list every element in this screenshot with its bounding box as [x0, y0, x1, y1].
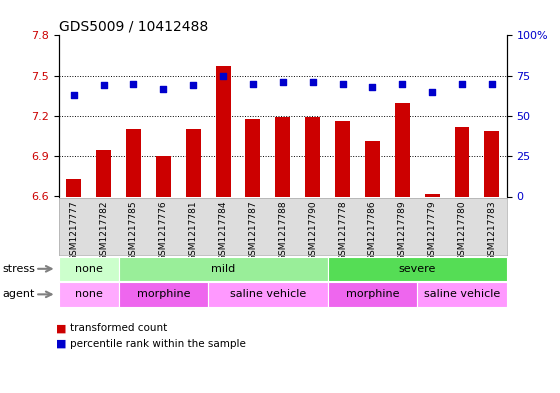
Point	[398, 81, 407, 87]
Text: agent: agent	[3, 289, 35, 299]
Text: morphine: morphine	[137, 289, 190, 299]
Bar	[119, 282, 208, 307]
Bar	[455, 127, 469, 196]
Bar	[328, 282, 417, 307]
Bar	[156, 156, 171, 196]
Text: GSM1217786: GSM1217786	[368, 200, 377, 261]
Bar	[208, 282, 328, 307]
Text: GSM1217784: GSM1217784	[218, 200, 227, 261]
Point	[99, 82, 108, 88]
Bar	[417, 282, 507, 307]
Bar	[305, 117, 320, 196]
Bar	[216, 66, 231, 196]
Text: GSM1217778: GSM1217778	[338, 200, 347, 261]
Point	[487, 81, 496, 87]
Text: none: none	[74, 264, 102, 274]
Bar	[395, 103, 410, 196]
Text: morphine: morphine	[346, 289, 399, 299]
Point	[368, 84, 377, 90]
Point	[278, 79, 287, 85]
Text: GSM1217785: GSM1217785	[129, 200, 138, 261]
Bar	[119, 257, 328, 281]
Text: saline vehicle: saline vehicle	[424, 289, 500, 299]
Bar	[328, 257, 507, 281]
Bar	[66, 179, 81, 196]
Point	[69, 92, 78, 98]
Text: severe: severe	[399, 264, 436, 274]
Text: mild: mild	[211, 264, 235, 274]
Text: ■: ■	[56, 339, 67, 349]
Point	[189, 82, 198, 88]
Bar	[335, 121, 350, 196]
Text: GSM1217790: GSM1217790	[308, 200, 317, 261]
Text: stress: stress	[3, 264, 36, 274]
Text: GSM1217782: GSM1217782	[99, 200, 108, 261]
Point	[129, 81, 138, 87]
Bar	[484, 131, 500, 196]
Bar	[186, 129, 200, 196]
Bar	[59, 257, 119, 281]
Text: GSM1217781: GSM1217781	[189, 200, 198, 261]
Text: GSM1217780: GSM1217780	[458, 200, 466, 261]
Bar	[96, 149, 111, 196]
Text: GSM1217779: GSM1217779	[428, 200, 437, 261]
Point	[218, 72, 227, 79]
Bar	[365, 141, 380, 196]
Text: GSM1217787: GSM1217787	[249, 200, 258, 261]
Text: transformed count: transformed count	[70, 323, 167, 333]
Bar	[424, 194, 440, 196]
Point	[308, 79, 317, 85]
Text: GSM1217783: GSM1217783	[487, 200, 496, 261]
Text: GSM1217788: GSM1217788	[278, 200, 287, 261]
Point	[338, 81, 347, 87]
Text: ■: ■	[56, 323, 67, 333]
Text: saline vehicle: saline vehicle	[230, 289, 306, 299]
Text: GSM1217789: GSM1217789	[398, 200, 407, 261]
Text: GDS5009 / 10412488: GDS5009 / 10412488	[59, 19, 208, 33]
Point	[428, 88, 437, 95]
Bar	[126, 129, 141, 196]
Point	[159, 85, 168, 92]
Point	[458, 81, 466, 87]
Text: GSM1217777: GSM1217777	[69, 200, 78, 261]
Bar	[59, 282, 119, 307]
Text: percentile rank within the sample: percentile rank within the sample	[70, 339, 246, 349]
Bar	[245, 119, 260, 196]
Text: none: none	[74, 289, 102, 299]
Text: GSM1217776: GSM1217776	[159, 200, 168, 261]
Bar	[276, 117, 290, 196]
Point	[249, 81, 258, 87]
